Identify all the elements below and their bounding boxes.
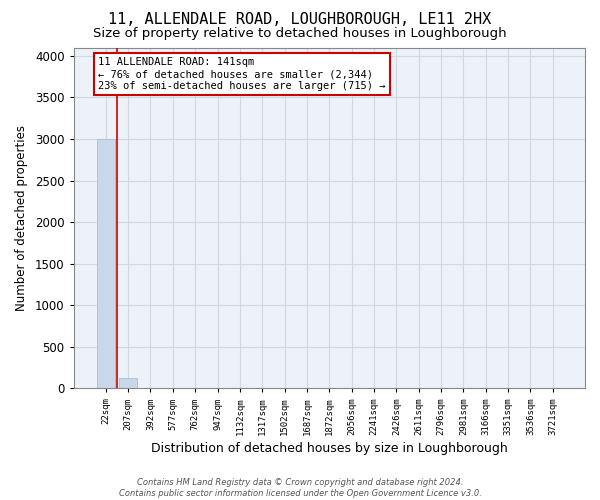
Text: Contains HM Land Registry data © Crown copyright and database right 2024.
Contai: Contains HM Land Registry data © Crown c…: [119, 478, 481, 498]
Y-axis label: Number of detached properties: Number of detached properties: [15, 125, 28, 311]
X-axis label: Distribution of detached houses by size in Loughborough: Distribution of detached houses by size …: [151, 442, 508, 455]
Text: 11, ALLENDALE ROAD, LOUGHBOROUGH, LE11 2HX: 11, ALLENDALE ROAD, LOUGHBOROUGH, LE11 2…: [109, 12, 491, 28]
Text: Size of property relative to detached houses in Loughborough: Size of property relative to detached ho…: [93, 28, 507, 40]
Bar: [97, 139, 115, 388]
Bar: [119, 378, 137, 388]
Text: 11 ALLENDALE ROAD: 141sqm
← 76% of detached houses are smaller (2,344)
23% of se: 11 ALLENDALE ROAD: 141sqm ← 76% of detac…: [98, 58, 385, 90]
